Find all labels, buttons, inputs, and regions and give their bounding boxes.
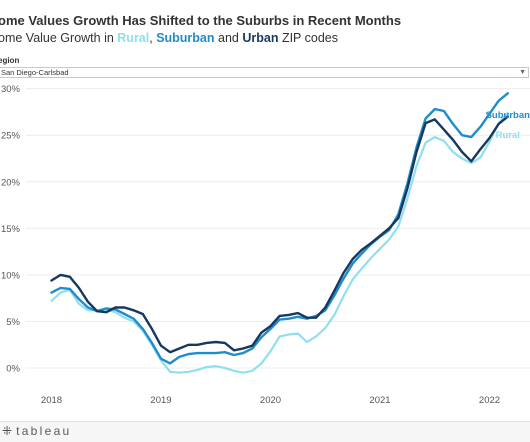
x-tick-label: 2022	[479, 395, 500, 406]
series-line-urban	[50, 115, 509, 354]
series-line-rural	[50, 111, 509, 374]
series-label-suburban: Suburban	[486, 110, 530, 121]
tableau-logo[interactable]: ⁜ tableau	[2, 424, 72, 438]
y-tick-label: 30%	[1, 84, 21, 95]
subtitle-rural: Rural	[117, 31, 150, 45]
footer-bar	[0, 422, 530, 442]
chevron-down-icon[interactable]: ▼	[519, 69, 526, 76]
subtitle-text-1: ome Value Growth in	[0, 31, 118, 45]
y-tick-label: 20%	[1, 177, 21, 188]
x-tick-label: 2021	[369, 395, 390, 406]
y-tick-label: 0%	[6, 364, 20, 375]
region-filter-value: San Diego-Carlsbad	[1, 68, 69, 77]
y-tick-label: 25%	[1, 131, 21, 142]
subtitle-suburban: Suburban	[156, 31, 215, 45]
tableau-logo-text: tableau	[16, 424, 72, 438]
series-label-rural: Rural	[496, 130, 520, 141]
tableau-logo-icon: ⁜	[2, 424, 13, 438]
x-tick-label: 2020	[260, 395, 281, 406]
subtitle-text-2: ,	[149, 31, 157, 45]
subtitle-urban: Urban	[242, 31, 279, 45]
x-tick-label: 2019	[150, 395, 171, 406]
region-filter-dropdown[interactable]: San Diego-Carlsbad ▼	[0, 67, 529, 78]
subtitle-text-3: and	[214, 31, 243, 45]
chart-subtitle: ome Value Growth in Rural, Suburban and …	[0, 31, 338, 45]
region-filter-label: egion	[0, 56, 20, 65]
y-tick-label: 5%	[6, 317, 20, 328]
series-line-suburban	[50, 92, 509, 365]
y-tick-label: 15%	[1, 224, 21, 235]
x-tick-label: 2018	[41, 395, 62, 406]
chart-title: ome Values Growth Has Shifted to the Sub…	[0, 13, 402, 28]
footer-divider	[0, 421, 530, 422]
line-chart: 0% 5% 10% 15% 20% 25% 30% 2018 2019 2020 2021 2022 R…	[1, 84, 530, 406]
y-tick-label: 10%	[1, 270, 21, 281]
subtitle-text-4: ZIP codes	[278, 31, 338, 45]
